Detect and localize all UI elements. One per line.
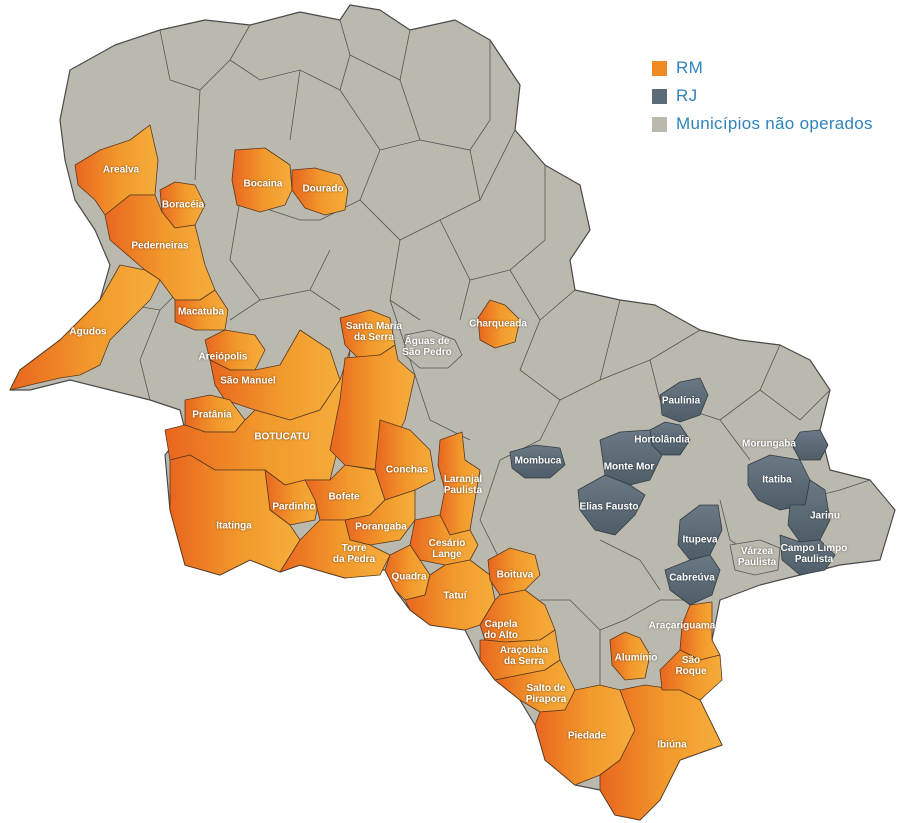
municipality-varzea-paulista xyxy=(729,539,781,576)
label-dourado: Dourado xyxy=(302,183,344,195)
municipality-paulinia xyxy=(659,377,709,423)
label-boituva: Boituva xyxy=(496,569,534,581)
label-elias-fausto: Elias Fausto xyxy=(579,501,639,513)
municipality-ibiuna xyxy=(599,684,723,821)
municipality-agudos xyxy=(9,264,161,391)
label-mombuca: Mombuca xyxy=(514,455,562,467)
municipality-boituva xyxy=(487,547,541,596)
label-cabreuva: Cabreúva xyxy=(669,572,715,584)
label-aluminio: Alumínio xyxy=(614,652,658,664)
label-aracariguama: Araçariguama xyxy=(648,620,716,632)
label-bocaina: Bocaina xyxy=(243,178,283,190)
label-monte-mor: Monte Mor xyxy=(603,461,655,473)
label-laranjal-paulista: Laranjal Paulista xyxy=(443,474,483,496)
municipality-charqueada xyxy=(477,299,521,349)
label-arealva: Arealva xyxy=(102,164,140,176)
label-pardinho: Pardinho xyxy=(272,501,316,513)
legend-label-rm: RM xyxy=(676,58,704,77)
label-piedade: Piedade xyxy=(567,730,607,742)
label-jarinu: Jarinu xyxy=(809,510,841,522)
municipality-morungaba xyxy=(791,429,829,461)
label-cesario-lange: Cesário Lange xyxy=(428,538,466,560)
label-porangaba: Porangaba xyxy=(355,521,407,533)
municipality-cabreuva xyxy=(664,554,721,606)
rj-municipalities xyxy=(509,377,836,606)
label-aracoiaba-da-serra: Araçoiaba da Serra xyxy=(499,645,549,667)
label-campo-limpo-paulista: Campo Limpo Paulista xyxy=(780,543,848,565)
municipality-jarinu xyxy=(787,479,831,543)
label-sao-roque: São Roque xyxy=(675,655,707,677)
municipality-campo-limpo-paulista xyxy=(779,534,836,576)
label-agudos: Agudos xyxy=(69,326,107,338)
legend-item-rm: RM xyxy=(652,54,873,82)
label-capela-do-alto: Capela do Alto xyxy=(483,619,519,641)
not-operated-outlined xyxy=(404,329,781,576)
municipality-itupeva xyxy=(677,504,723,561)
label-santa-maria-da-serra: Santa Maria da Serra xyxy=(345,321,403,343)
legend-swatch-rm xyxy=(652,60,667,76)
municipality-mombuca xyxy=(509,444,566,479)
label-sao-manuel: São Manuel xyxy=(220,375,276,387)
municipality-elias-fausto xyxy=(577,474,646,536)
legend-label-rj: RJ xyxy=(676,86,698,105)
label-macatuba: Macatuba xyxy=(177,306,225,318)
municipality-itatinga xyxy=(169,454,301,576)
label-bofete: Bofete xyxy=(328,491,360,503)
label-areiopolis: Areiópolis xyxy=(198,351,248,363)
label-itatiba: Itatiba xyxy=(762,474,792,486)
municipality-bocaina xyxy=(231,147,293,213)
municipality-conchas-east xyxy=(374,419,436,501)
label-tatui: Tatuí xyxy=(443,590,467,602)
gray-borders xyxy=(99,19,871,691)
legend-swatch-rj xyxy=(652,88,667,104)
rm-municipalities xyxy=(9,124,723,821)
label-itatinga: Itatinga xyxy=(216,520,252,532)
municipality-macatuba xyxy=(174,289,229,331)
municipality-aluminio xyxy=(609,631,651,681)
label-quadra: Quadra xyxy=(391,571,427,583)
label-itupeva: Itupeva xyxy=(682,534,718,546)
label-aguas-de-sao-pedro: Águas de São Pedro xyxy=(402,336,452,358)
label-conchas: Conchas xyxy=(385,464,429,476)
legend-label-not-operated: Municípios não operados xyxy=(676,114,873,133)
label-botucatu: BOTUCATU xyxy=(254,431,310,443)
legend-item-rj: RJ xyxy=(652,82,873,110)
label-torre-da-pedra: Torre da Pedra xyxy=(332,543,376,565)
label-paulinia: Paulínia xyxy=(661,395,701,407)
label-salto-de-pirapora: Salto de Pirapora xyxy=(525,683,567,705)
map-legend: RM RJ Municípios não operados xyxy=(652,54,873,138)
legend-swatch-not-operated xyxy=(652,116,667,132)
label-charqueada: Charqueada xyxy=(469,318,527,330)
label-hortolandia: Hortolândia xyxy=(634,434,690,446)
label-morungaba: Morungaba xyxy=(742,438,796,450)
municipality-aguas-de-sao-pedro xyxy=(404,329,463,369)
label-varzea-paulista: Várzea Paulista xyxy=(737,546,777,568)
label-boraceia: Boracéia xyxy=(161,199,205,211)
municipality-dourado xyxy=(291,167,349,216)
label-pratania: Pratânia xyxy=(192,409,232,421)
label-pederneiras: Pederneiras xyxy=(131,240,189,252)
municipality-sao-roque xyxy=(659,649,723,701)
label-ibiuna: Ibiúna xyxy=(657,739,687,751)
legend-item-not-operated: Municípios não operados xyxy=(652,110,873,138)
